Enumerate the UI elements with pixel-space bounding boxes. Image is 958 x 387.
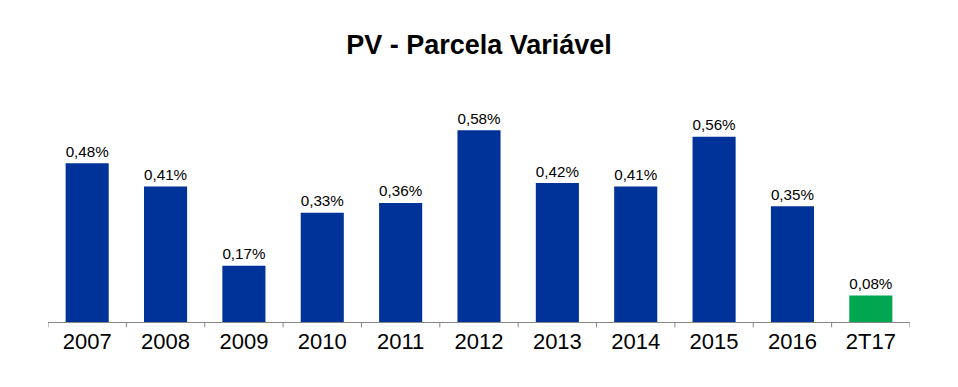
svg-text:0,17%: 0,17% bbox=[222, 245, 265, 262]
svg-text:2008: 2008 bbox=[141, 329, 190, 354]
svg-text:PV - Parcela Variável: PV - Parcela Variável bbox=[346, 30, 612, 60]
svg-text:0,36%: 0,36% bbox=[379, 182, 422, 199]
svg-text:2015: 2015 bbox=[690, 329, 739, 354]
svg-text:2014: 2014 bbox=[611, 329, 660, 354]
svg-text:2010: 2010 bbox=[298, 329, 347, 354]
svg-text:2T17: 2T17 bbox=[846, 329, 896, 354]
svg-text:2011: 2011 bbox=[377, 329, 424, 354]
svg-text:0,56%: 0,56% bbox=[693, 116, 736, 133]
svg-text:0,48%: 0,48% bbox=[66, 143, 109, 160]
svg-text:0,58%: 0,58% bbox=[457, 110, 500, 127]
svg-text:0,08%: 0,08% bbox=[849, 275, 892, 292]
svg-text:2007: 2007 bbox=[63, 329, 112, 354]
svg-text:2009: 2009 bbox=[219, 329, 268, 354]
svg-text:0,41%: 0,41% bbox=[614, 166, 657, 183]
svg-text:0,33%: 0,33% bbox=[301, 192, 344, 209]
svg-text:0,35%: 0,35% bbox=[771, 186, 814, 203]
svg-text:2016: 2016 bbox=[768, 329, 817, 354]
svg-text:2012: 2012 bbox=[455, 329, 504, 354]
svg-text:0,42%: 0,42% bbox=[536, 163, 579, 180]
svg-text:0,41%: 0,41% bbox=[144, 166, 187, 183]
svg-text:2013: 2013 bbox=[533, 329, 582, 354]
